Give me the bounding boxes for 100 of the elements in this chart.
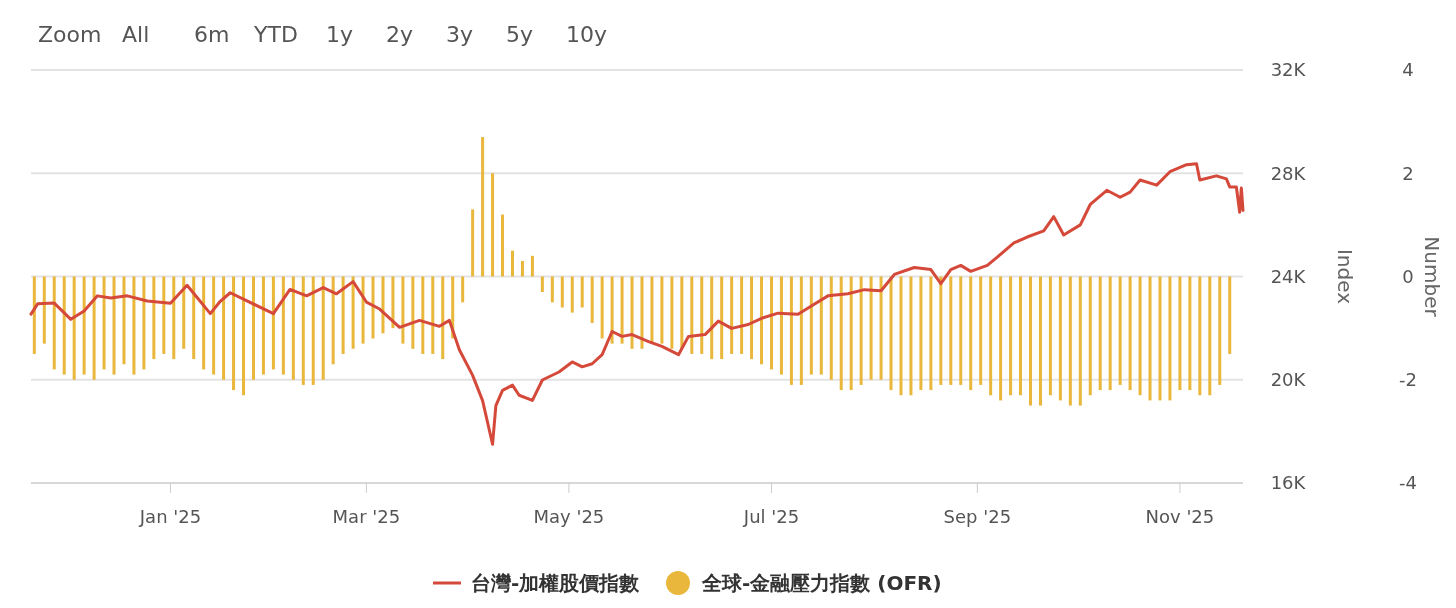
bar	[172, 276, 176, 360]
bar	[640, 276, 644, 349]
bar	[909, 276, 913, 396]
bar	[1138, 276, 1142, 396]
bar	[1048, 276, 1052, 396]
bar	[142, 276, 146, 370]
x-tick-label: Nov '25	[1145, 506, 1215, 527]
y-tick-label: 24K	[1270, 265, 1307, 287]
legend-label: 台灣-加權股價指數	[471, 571, 641, 595]
bar	[650, 276, 654, 344]
bar	[212, 276, 216, 375]
bar	[969, 276, 973, 391]
bar	[879, 276, 883, 380]
bar	[530, 255, 534, 277]
bar	[102, 276, 106, 370]
bar	[331, 276, 335, 365]
bar	[1228, 276, 1232, 354]
bar	[919, 276, 923, 391]
bar	[859, 276, 863, 385]
bar	[491, 173, 495, 277]
bar	[869, 276, 873, 380]
bar	[152, 276, 156, 360]
bar	[899, 276, 903, 396]
bar	[819, 276, 823, 375]
bar	[42, 276, 46, 344]
bar	[232, 276, 236, 391]
bar	[670, 276, 674, 349]
y2-tick-label: 4	[1402, 59, 1414, 81]
bar	[809, 276, 813, 375]
bar	[590, 276, 594, 323]
bar	[132, 276, 136, 375]
bar	[182, 276, 186, 349]
y-tick-label: 28K	[1270, 162, 1307, 184]
bar	[481, 137, 485, 277]
bar	[680, 276, 684, 349]
bar	[291, 276, 295, 380]
bar	[730, 276, 734, 354]
text: All	[122, 22, 150, 47]
bar	[222, 276, 226, 380]
text: 5y	[506, 22, 534, 47]
bar	[421, 276, 425, 354]
bar	[391, 276, 395, 329]
y-tick-label: 16K	[1270, 472, 1307, 494]
bar	[1178, 276, 1182, 391]
bar	[401, 276, 405, 344]
text: Zoom	[38, 22, 102, 47]
bar	[829, 276, 833, 380]
bar	[1028, 276, 1032, 406]
y-axis-title: Index	[1333, 248, 1357, 305]
text: 10y	[566, 22, 608, 47]
bar	[1158, 276, 1162, 401]
bar	[789, 276, 793, 385]
y2-tick-label: 0	[1402, 265, 1414, 287]
bar	[202, 276, 206, 370]
bar	[122, 276, 126, 365]
bar	[1038, 276, 1042, 406]
bar	[769, 276, 773, 370]
bar	[620, 276, 624, 344]
bar	[700, 276, 704, 354]
bar	[1068, 276, 1072, 406]
bar	[311, 276, 315, 385]
bar	[461, 276, 465, 303]
bar	[431, 276, 435, 354]
y2-tick-label: -2	[1399, 369, 1417, 391]
y2-tick-label: 2	[1402, 162, 1414, 184]
bar	[550, 276, 554, 303]
bar	[889, 276, 893, 391]
bar	[351, 276, 355, 349]
bar	[341, 276, 345, 354]
bar	[779, 276, 783, 375]
x-tick-label: Mar '25	[332, 506, 401, 527]
bar	[1058, 276, 1062, 401]
bar	[1078, 276, 1082, 406]
bar	[112, 276, 116, 375]
bar	[929, 276, 933, 391]
bar	[1088, 276, 1092, 396]
bar	[799, 276, 803, 385]
bar	[501, 214, 505, 277]
bar	[750, 276, 754, 360]
bar	[979, 276, 983, 385]
bar	[1098, 276, 1102, 391]
bar	[1208, 276, 1212, 396]
bar	[690, 276, 694, 354]
bar	[1019, 276, 1023, 396]
bar	[162, 276, 166, 354]
bar	[371, 276, 375, 339]
x-tick-label: Jan '25	[138, 506, 202, 527]
bar	[1118, 276, 1122, 385]
bar	[510, 250, 514, 277]
bar	[710, 276, 714, 360]
bar	[1128, 276, 1132, 391]
line-series	[29, 162, 1245, 446]
bar	[361, 276, 365, 344]
text: 1y	[326, 22, 354, 47]
x-tick-label: May '25	[533, 506, 605, 527]
bar	[441, 276, 445, 360]
bar	[600, 276, 604, 339]
bar	[1188, 276, 1192, 391]
bar	[301, 276, 305, 385]
text: 6m	[194, 22, 230, 47]
